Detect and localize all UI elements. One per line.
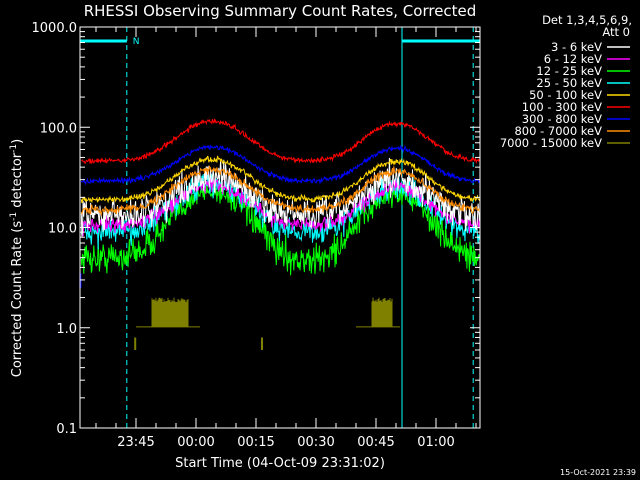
legend-label: 100 - 300 keV — [522, 100, 602, 114]
series-line-4 — [80, 155, 481, 204]
legend-label: 7000 - 15000 keV — [500, 136, 602, 150]
legend-label: 25 - 50 keV — [536, 76, 602, 90]
y-axis-label-sup2: -1 — [9, 144, 19, 153]
x-tick-label: 00:45 — [357, 435, 394, 450]
y-axis-label-mid: detector — [10, 152, 25, 212]
y-tick-label: 0.1 — [56, 422, 77, 437]
legend-header-line1: Det 1,3,4,5,6,9, — [542, 13, 632, 27]
y-tick-label: 100.0 — [40, 121, 77, 136]
footer-timestamp: 15-Oct-2021 23:39 — [560, 468, 636, 477]
series-line-0 — [80, 157, 481, 237]
chart-title: RHESSI Observing Summary Count Rates, Co… — [84, 2, 477, 20]
x-tick-label: 23:45 — [117, 435, 154, 450]
y-axis-label-main: Corrected Count Rate (s — [10, 221, 25, 378]
legend-header: Det 1,3,4,5,6,9, Att 0 — [542, 13, 632, 39]
legend-label: 50 - 100 keV — [529, 88, 602, 102]
legend-label: 3 - 6 keV — [551, 40, 602, 54]
series-line-2 — [80, 183, 481, 276]
y-axis-label-end: ) — [10, 139, 25, 144]
y-tick-label: 1.0 — [56, 322, 77, 337]
y-axis-label: Corrected Count Rate (s-1 detector-1) — [9, 139, 25, 377]
legend-label: 300 - 800 keV — [522, 112, 602, 126]
x-tick-label: 00:15 — [237, 435, 274, 450]
svg-text:Corrected Count Rate (s-1 dete: Corrected Count Rate (s-1 detector-1) — [9, 139, 25, 377]
y-tick-label: 10.0 — [48, 222, 77, 237]
legend-label: 12 - 25 keV — [536, 64, 602, 78]
series-line-6 — [80, 144, 481, 186]
y-tick-label: 1000.0 — [32, 21, 78, 36]
legend-label: 6 - 12 keV — [544, 52, 602, 66]
x-tick-label: 01:00 — [417, 435, 454, 450]
series-line-5 — [81, 117, 481, 165]
legend-label: 800 - 7000 keV — [514, 124, 602, 138]
x-tick-label: 00:00 — [177, 435, 214, 450]
legend-header-line2: Att 0 — [602, 25, 630, 39]
y-axis-label-sup1: -1 — [9, 212, 19, 221]
x-axis-label: Start Time (04-Oct-09 23:31:02) — [175, 456, 385, 471]
series-line-7 — [80, 165, 481, 217]
x-tick-label: 00:30 — [297, 435, 334, 450]
night-label: N — [133, 37, 140, 47]
